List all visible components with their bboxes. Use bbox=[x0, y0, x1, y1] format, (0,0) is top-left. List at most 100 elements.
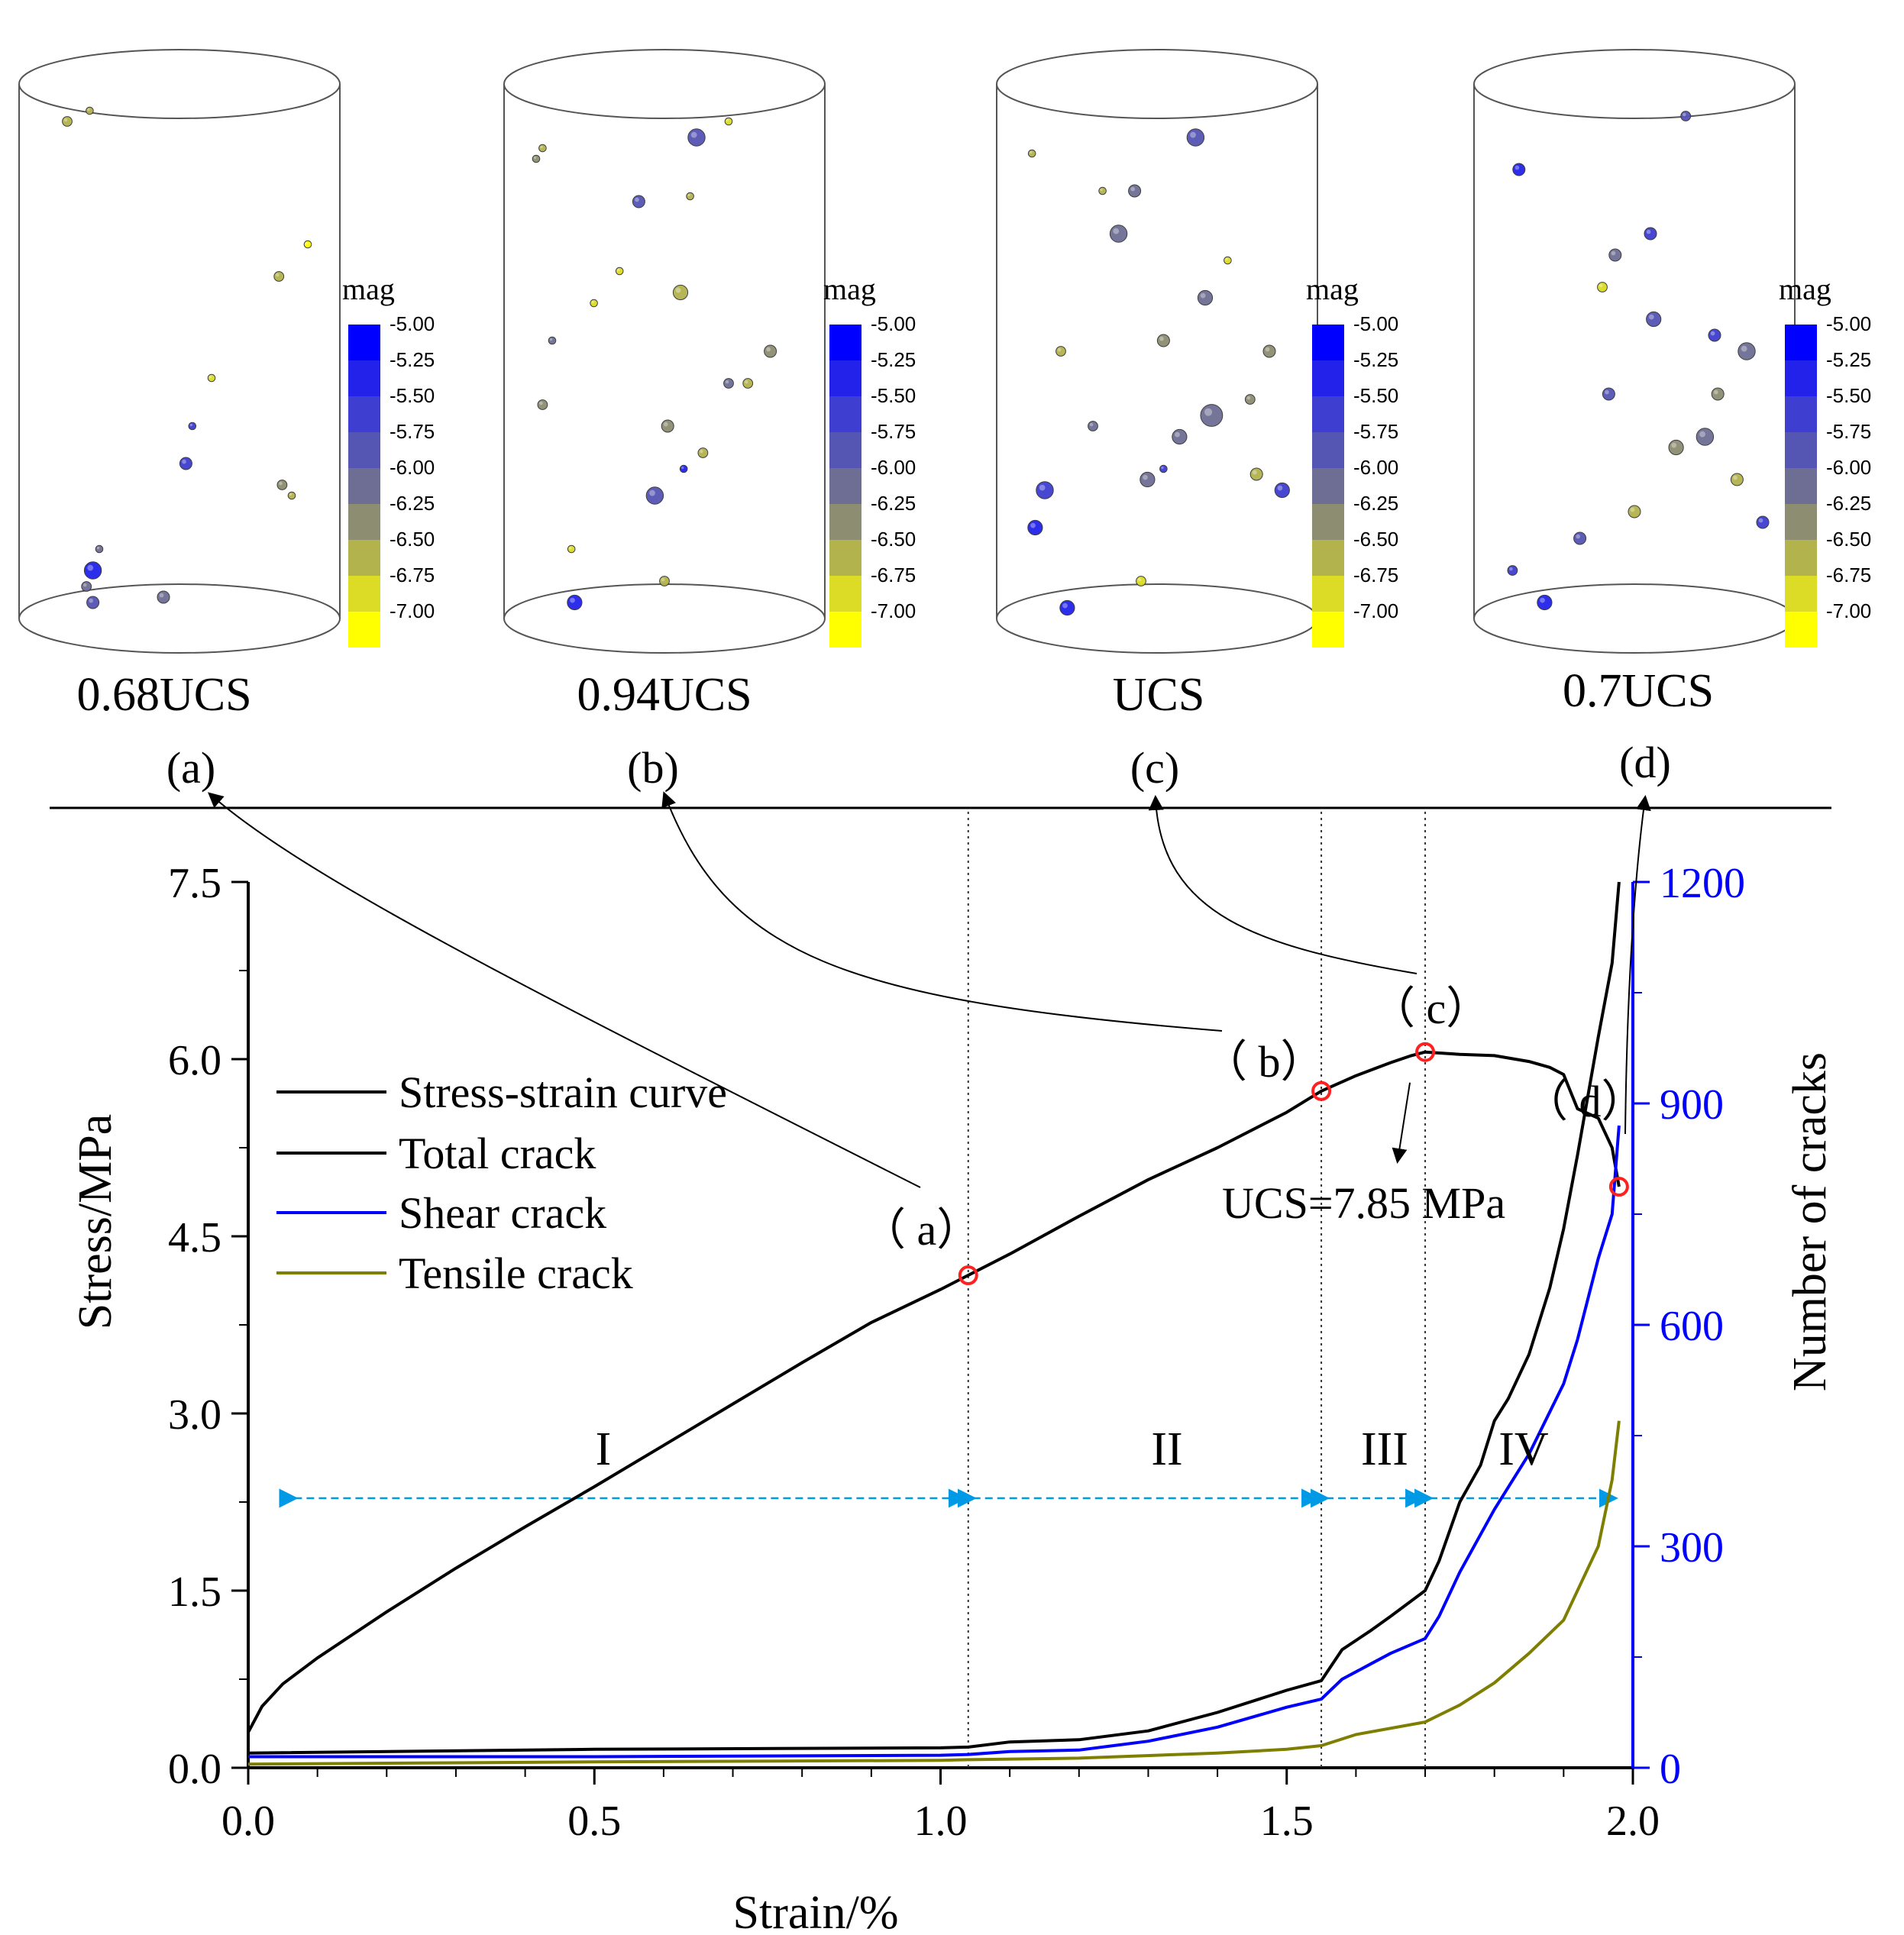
colorbar-title: mag bbox=[1779, 272, 1831, 306]
ae-event-highlight bbox=[635, 197, 639, 202]
colorbar-3: mag -5.00 -5.25 -5.50 -5.75 -6.00 -6.25 -6.50 -6… bbox=[1779, 272, 1871, 648]
ae-event-highlight bbox=[1576, 534, 1580, 539]
y-tick-label: 4.5 bbox=[168, 1214, 221, 1261]
colorbar-swatch bbox=[1312, 396, 1344, 432]
colorbar-label: -5.50 bbox=[871, 384, 916, 407]
ae-event bbox=[687, 128, 706, 147]
connector-arrow bbox=[661, 791, 1223, 1032]
colorbar-swatch bbox=[829, 576, 861, 612]
ae-event-highlight bbox=[1143, 474, 1148, 480]
ae-event-highlight bbox=[182, 459, 186, 464]
ae-event-highlight bbox=[591, 300, 594, 304]
panel-caption-1: 0.94UCS bbox=[577, 669, 752, 721]
ae-event-highlight bbox=[569, 546, 572, 550]
ae-event bbox=[764, 344, 777, 358]
colorbar-label: -7.00 bbox=[390, 599, 435, 622]
colorbar-swatch bbox=[348, 360, 380, 396]
ae-event-highlight bbox=[1057, 347, 1062, 352]
ae-event bbox=[188, 422, 197, 431]
series-line-stress-strain-curve bbox=[247, 1050, 1621, 1733]
ae-event bbox=[538, 144, 547, 153]
ae-event-highlight bbox=[1509, 567, 1513, 571]
panel-0: mag -5.00 -5.25 -5.50 -5.75 -6.00 -6.25 -6.50 -6… bbox=[18, 49, 435, 654]
ae-event-highlight bbox=[1599, 283, 1603, 288]
ae-event-highlight bbox=[745, 380, 748, 384]
ae-event-highlight bbox=[1113, 228, 1120, 234]
ae-event bbox=[81, 581, 92, 592]
colorbar-label: -5.25 bbox=[390, 348, 435, 371]
ae-event-highlight bbox=[1100, 188, 1103, 192]
y-tick-label: 3.0 bbox=[168, 1391, 221, 1439]
ae-event bbox=[548, 336, 557, 345]
connector-arrow bbox=[207, 792, 921, 1188]
ae-event-highlight bbox=[1605, 389, 1609, 395]
ae-event bbox=[567, 544, 576, 554]
ae-event-highlight bbox=[570, 597, 575, 603]
y2-tick-label: 600 bbox=[1660, 1303, 1724, 1350]
colorbar-label: -6.50 bbox=[390, 528, 435, 551]
ae-event bbox=[723, 378, 734, 389]
ae-event-highlight bbox=[1130, 186, 1135, 192]
ae-event bbox=[645, 486, 664, 505]
ae-event-highlight bbox=[1253, 470, 1257, 475]
ae-event-highlight bbox=[725, 380, 729, 384]
ae-event-highlight bbox=[1630, 507, 1635, 512]
ae-event bbox=[1172, 428, 1188, 445]
stage-label-2: II bbox=[1151, 1423, 1182, 1475]
colorbar-label: -6.25 bbox=[1353, 492, 1398, 515]
ae-event bbox=[1027, 519, 1043, 536]
ae-event bbox=[1756, 515, 1770, 529]
ae-event-highlight bbox=[159, 593, 164, 598]
ae-event-highlight bbox=[1758, 518, 1763, 523]
ae-event bbox=[273, 271, 285, 282]
ae-event-highlight bbox=[96, 546, 100, 550]
ae-event bbox=[83, 561, 102, 580]
ae-event-highlight bbox=[279, 481, 283, 486]
colorbar-label: -5.50 bbox=[390, 384, 435, 407]
ae-event bbox=[1136, 576, 1146, 586]
colorbar-title: mag bbox=[1306, 272, 1359, 306]
panel-1: mag -5.00 -5.25 -5.50 -5.75 -6.00 -6.25 -6.50 -6… bbox=[503, 49, 916, 654]
colorbar-swatch bbox=[829, 540, 861, 576]
ae-event bbox=[1512, 163, 1526, 176]
marker-label-b: （ b） bbox=[1203, 1037, 1325, 1087]
ae-event bbox=[1608, 248, 1622, 262]
colorbar-swatch bbox=[1312, 360, 1344, 396]
ae-event bbox=[1249, 467, 1263, 481]
colorbar-swatch bbox=[348, 396, 380, 432]
ae-event-highlight bbox=[305, 241, 309, 245]
colorbar-label: -6.75 bbox=[1353, 564, 1398, 586]
colorbar-label: -6.75 bbox=[871, 564, 916, 586]
ae-event bbox=[1646, 311, 1662, 328]
ae-event bbox=[303, 240, 312, 249]
ae-event-highlight bbox=[1161, 466, 1164, 470]
cylinder-top-2 bbox=[996, 49, 1318, 119]
ae-event-highlight bbox=[209, 375, 212, 379]
colorbar-0: mag -5.00 -5.25 -5.50 -5.75 -6.00 -6.25 -6.50 -6… bbox=[342, 272, 435, 648]
x-tick-label: 0.5 bbox=[567, 1798, 621, 1845]
stage-label-3: III bbox=[1361, 1423, 1408, 1475]
colorbar-title: mag bbox=[342, 272, 395, 306]
colorbar-swatch bbox=[1312, 576, 1344, 612]
ae-event-highlight bbox=[83, 583, 87, 587]
ae-event-highlight bbox=[1200, 292, 1206, 299]
ae-event-highlight bbox=[1611, 250, 1616, 256]
ae-event-highlight bbox=[690, 131, 697, 138]
cylinder-top-0 bbox=[18, 49, 341, 119]
ae-event bbox=[287, 491, 296, 500]
x-axis-label: Strain/% bbox=[733, 1887, 899, 1935]
ae-event bbox=[1186, 128, 1205, 147]
ae-event bbox=[1088, 421, 1098, 431]
marker-point bbox=[1311, 1081, 1332, 1101]
ae-event bbox=[1730, 473, 1744, 486]
connector-arrow bbox=[1624, 795, 1651, 1135]
ae-event-highlight bbox=[675, 287, 681, 293]
colorbar-swatch bbox=[1312, 540, 1344, 576]
colorbar-label: -6.75 bbox=[390, 564, 435, 586]
colorbar-label: -6.00 bbox=[390, 456, 435, 479]
ae-event bbox=[1244, 394, 1256, 405]
colorbar-label: -5.25 bbox=[871, 348, 916, 371]
ae-event bbox=[1224, 256, 1232, 265]
ae-event-highlight bbox=[1277, 485, 1283, 491]
